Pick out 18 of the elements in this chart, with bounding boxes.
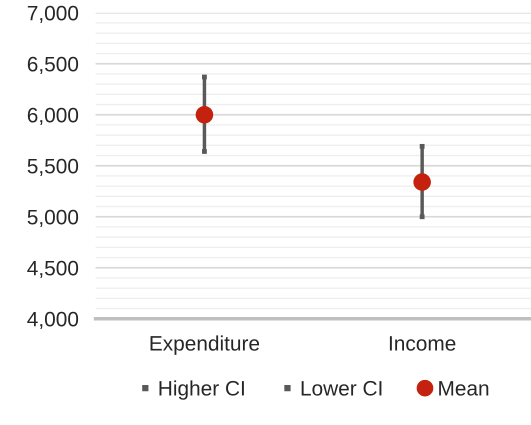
point (196, 106, 214, 124)
x-tick-label: Expenditure (150, 335, 260, 355)
y-tick-label: 7,000 (28, 6, 78, 23)
legend-label: Mean (439, 381, 488, 396)
point (420, 214, 425, 220)
y-tick-label: 6,500 (28, 56, 78, 74)
x-tick-label: Income (390, 336, 456, 351)
point (420, 144, 425, 149)
y-tick-label: 4,000 (27, 312, 78, 329)
point (413, 173, 431, 191)
y-tick-label: 5,500 (28, 158, 78, 176)
legend-label: Lower CI (302, 380, 382, 396)
point (202, 149, 207, 154)
point (202, 74, 207, 80)
y-tick-label: 6,000 (28, 108, 78, 125)
legend-label: Higher CI (160, 380, 244, 400)
y-tick-label: 4,500 (27, 260, 78, 278)
y-tick-label: 5,000 (28, 210, 78, 227)
